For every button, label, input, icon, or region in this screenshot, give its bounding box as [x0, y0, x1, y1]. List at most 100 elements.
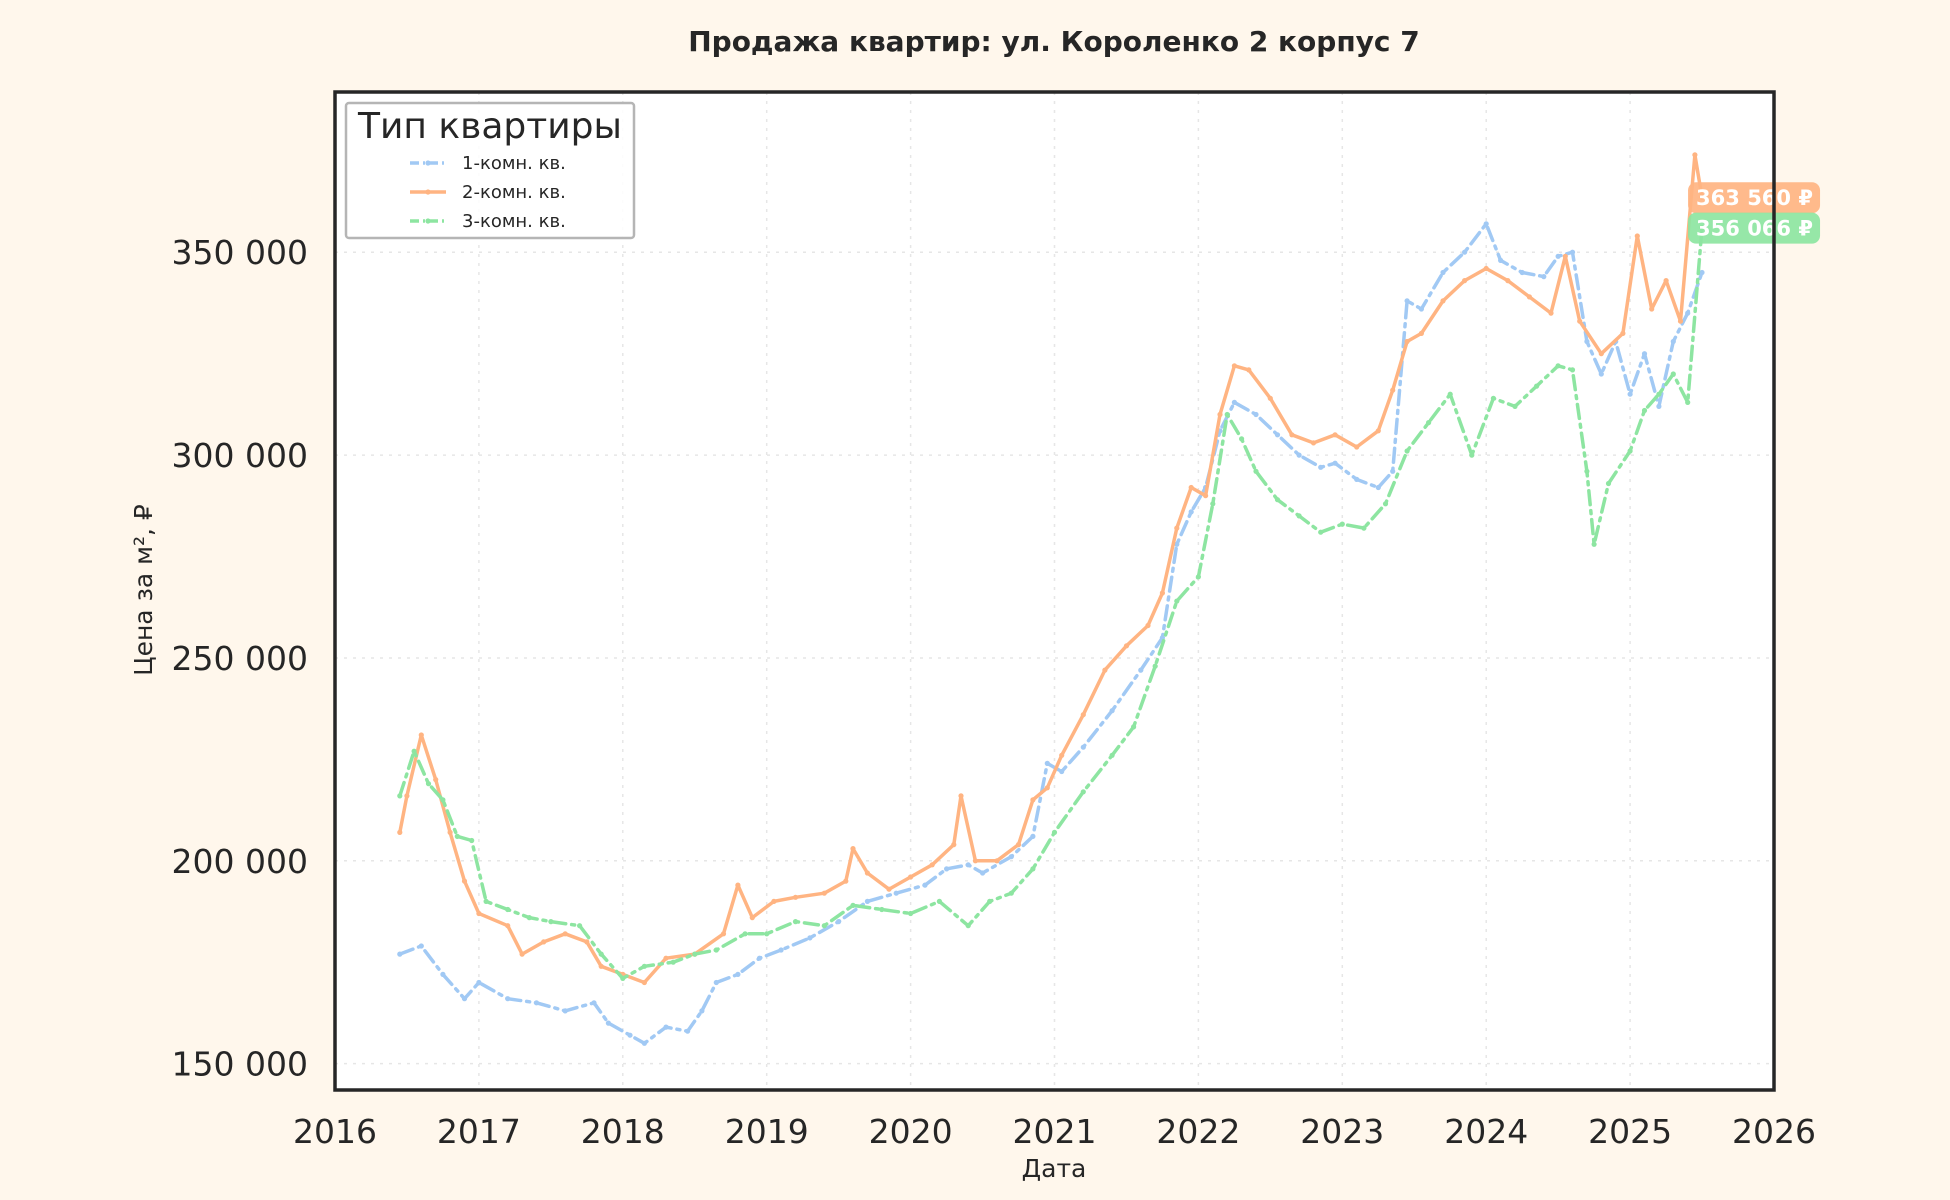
data-point — [418, 943, 424, 949]
y-tick-label: 200 000 — [172, 842, 308, 881]
data-point — [1210, 501, 1216, 507]
data-point — [1677, 318, 1684, 324]
data-point — [1418, 330, 1424, 336]
data-point — [1699, 269, 1705, 276]
data-point — [1512, 403, 1518, 409]
data-point — [1418, 306, 1424, 312]
data-point — [440, 971, 446, 978]
data-point — [1030, 833, 1036, 840]
data-point — [958, 793, 964, 799]
data-point — [1584, 468, 1590, 474]
data-point — [1548, 310, 1554, 316]
x-tick-label: 2021 — [1013, 1112, 1097, 1151]
data-point — [519, 951, 525, 957]
data-point — [641, 979, 648, 986]
data-point — [1080, 744, 1086, 750]
data-point — [1224, 411, 1230, 418]
data-point — [1030, 797, 1036, 803]
x-tick-label: 2019 — [725, 1112, 809, 1151]
x-tick-label: 2020 — [869, 1112, 953, 1151]
data-point — [1203, 493, 1209, 499]
legend: Тип квартиры 1-комн. кв. 2-комн. кв. 3-ком… — [344, 101, 636, 240]
data-point — [778, 947, 784, 953]
data-point — [864, 898, 871, 905]
data-point — [1634, 233, 1640, 239]
data-point — [476, 910, 482, 917]
data-point — [685, 1028, 691, 1034]
data-point — [944, 866, 950, 872]
data-point — [1008, 890, 1014, 896]
data-point — [598, 951, 604, 957]
data-point — [591, 1000, 597, 1006]
end-label-badge — [1688, 182, 1821, 214]
x-axis-ticks: 2016 2017 2018 2019 2020 2021 2022 2023 2024 2025… — [293, 1112, 1816, 1151]
data-point — [742, 931, 748, 937]
data-point — [627, 1032, 633, 1038]
data-point — [447, 829, 453, 836]
data-point — [1447, 391, 1453, 397]
data-point — [692, 951, 698, 957]
data-point — [1562, 253, 1568, 259]
chart-title: Продажа квартир: ул. Короленко 2 корпус … — [688, 25, 1420, 58]
data-point — [893, 890, 899, 896]
data-point — [1188, 509, 1194, 515]
data-point — [1152, 663, 1158, 669]
legend-item-2: 2-комн. кв. — [410, 182, 566, 203]
data-point — [1044, 760, 1050, 767]
data-point — [1627, 391, 1633, 397]
data-point — [541, 939, 547, 945]
data-point — [663, 1024, 669, 1030]
data-point — [1174, 541, 1180, 547]
data-point — [1109, 752, 1115, 758]
x-tick-label: 2026 — [1732, 1112, 1816, 1151]
data-point — [1440, 269, 1446, 276]
data-point — [1498, 257, 1504, 263]
data-point — [1591, 541, 1597, 547]
end-label-badge — [1688, 212, 1821, 244]
data-point — [1332, 432, 1338, 438]
data-point — [1641, 407, 1648, 414]
data-point — [1044, 785, 1050, 791]
data-point — [641, 963, 648, 969]
end-label-2: 363 560 ₽ — [1688, 182, 1821, 214]
data-point — [749, 915, 755, 921]
data-point — [505, 996, 511, 1002]
data-point — [1354, 444, 1360, 450]
data-point — [735, 882, 741, 888]
data-point — [397, 951, 403, 957]
data-point — [1217, 411, 1223, 418]
data-point — [1296, 513, 1302, 519]
data-point — [1685, 310, 1691, 316]
legend-marker — [425, 160, 431, 166]
legend-marker — [425, 218, 431, 224]
data-point — [1296, 452, 1302, 458]
data-point — [1641, 351, 1648, 357]
data-point — [397, 793, 403, 799]
y-tick-label: 300 000 — [172, 436, 308, 475]
data-point — [641, 1040, 648, 1046]
data-point — [1138, 667, 1144, 673]
data-point — [987, 898, 993, 905]
data-point — [1354, 476, 1360, 482]
data-point — [461, 878, 468, 884]
y-axis-ticks: 150 000 200 000 250 000 300 000 350 000 — [172, 233, 308, 1083]
data-point — [425, 781, 432, 787]
grid — [335, 92, 1774, 1090]
data-point — [980, 870, 986, 876]
data-point — [713, 947, 719, 953]
data-point — [663, 955, 669, 961]
data-point — [1253, 411, 1259, 418]
data-point — [1404, 448, 1410, 454]
series-3 — [397, 225, 1705, 982]
data-point — [526, 915, 532, 921]
data-point — [1569, 249, 1576, 255]
plot-frame — [333, 90, 1776, 1092]
data-point — [411, 748, 417, 754]
data-point — [994, 858, 1000, 864]
data-point — [713, 979, 719, 986]
data-point — [1231, 399, 1237, 405]
data-point — [1656, 403, 1662, 409]
data-point — [1015, 842, 1022, 848]
data-point — [577, 923, 583, 929]
